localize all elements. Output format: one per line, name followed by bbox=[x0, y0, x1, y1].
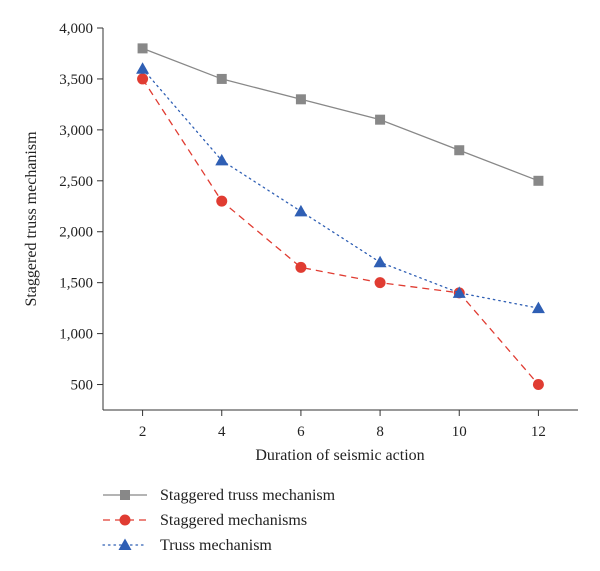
x-tick-label: 6 bbox=[297, 424, 305, 440]
plot-area bbox=[136, 43, 545, 391]
data-point-staggered-truss-mechanism bbox=[375, 114, 386, 125]
x-tick-label: 8 bbox=[376, 424, 384, 440]
x-tick-label: 10 bbox=[452, 424, 467, 440]
data-point-truss-mechanism bbox=[136, 62, 150, 74]
y-tick-label: 2,500 bbox=[59, 174, 93, 190]
x-tick-label: 4 bbox=[218, 424, 226, 440]
y-axis-title: Staggered truss mechanism bbox=[23, 131, 40, 307]
data-point-staggered-truss-mechanism bbox=[454, 145, 465, 156]
y-tick-label: 500 bbox=[71, 378, 94, 394]
y-tick-label: 1,500 bbox=[59, 276, 93, 292]
data-point-truss-mechanism bbox=[373, 255, 387, 268]
legend-label-truss-mechanism: Truss mechanism bbox=[160, 537, 272, 554]
y-tick-label: 4,000 bbox=[59, 21, 93, 37]
data-point-truss-mechanism bbox=[215, 153, 229, 166]
axes: 2 4 6 8 10 12 500 1,000 1,500 2,000 2,500 3,000 3,50… bbox=[59, 21, 578, 440]
x-tick-label: 2 bbox=[139, 424, 147, 440]
data-point-staggered-truss-mechanism bbox=[137, 43, 148, 54]
data-point-staggered-mechanisms bbox=[374, 277, 386, 289]
data-point-truss-mechanism bbox=[452, 286, 466, 298]
data-point-truss-mechanism bbox=[531, 301, 545, 314]
series-line-staggered-truss-mechanism bbox=[142, 47, 539, 182]
legend: Staggered truss mechanism Staggered mecha… bbox=[102, 487, 336, 554]
legend-marker-staggered-truss-mechanism bbox=[120, 490, 130, 500]
x-tick-label: 12 bbox=[531, 424, 546, 440]
legend-marker-staggered-mechanisms bbox=[119, 514, 131, 526]
series-line-staggered-mechanisms bbox=[142, 78, 539, 385]
legend-marker-truss-mechanism bbox=[118, 538, 132, 550]
data-point-staggered-mechanisms bbox=[216, 195, 228, 207]
series-line-truss-mechanism bbox=[141, 68, 540, 309]
data-point-staggered-truss-mechanism bbox=[533, 175, 544, 186]
y-tick-label: 3,500 bbox=[59, 72, 93, 88]
legend-label-staggered-mechanisms: Staggered mechanisms bbox=[160, 512, 307, 529]
legend-label-staggered-truss-mechanism: Staggered truss mechanism bbox=[160, 487, 336, 504]
data-point-staggered-mechanisms bbox=[295, 261, 307, 273]
data-point-staggered-truss-mechanism bbox=[216, 73, 227, 84]
x-axis-title: Duration of seismic action bbox=[255, 447, 424, 464]
data-point-staggered-mechanisms bbox=[137, 73, 149, 85]
y-tick-label: 2,000 bbox=[59, 225, 93, 241]
data-point-staggered-truss-mechanism bbox=[295, 94, 306, 105]
data-point-truss-mechanism bbox=[294, 204, 308, 217]
data-point-staggered-mechanisms bbox=[532, 379, 544, 391]
y-tick-label: 1,000 bbox=[59, 327, 93, 343]
y-tick-label: 3,000 bbox=[59, 123, 93, 139]
